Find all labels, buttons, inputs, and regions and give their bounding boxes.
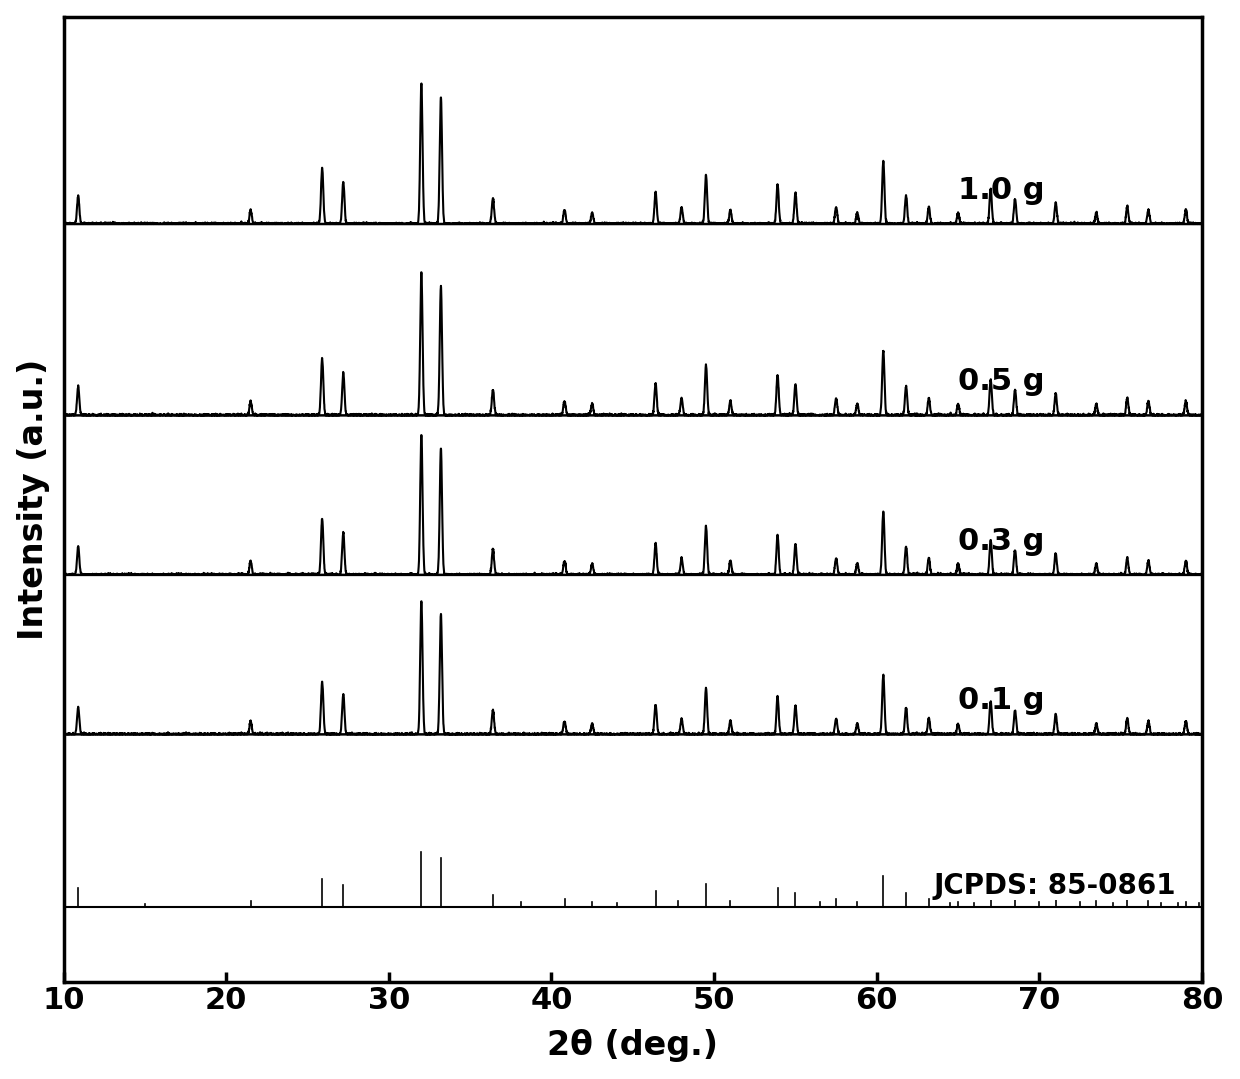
Text: 0.1 g: 0.1 g: [959, 686, 1044, 715]
Text: 1.0 g: 1.0 g: [959, 176, 1044, 205]
Text: 0.5 g: 0.5 g: [959, 367, 1044, 396]
Text: 0.3 g: 0.3 g: [959, 527, 1044, 556]
X-axis label: 2θ (deg.): 2θ (deg.): [547, 1029, 718, 1063]
Y-axis label: Intensity (a.u.): Intensity (a.u.): [16, 358, 50, 640]
Text: JCPDS: 85-0861: JCPDS: 85-0861: [934, 872, 1177, 900]
